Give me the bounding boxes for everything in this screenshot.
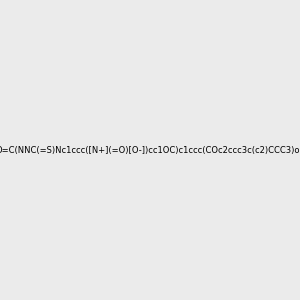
Text: O=C(NNC(=S)Nc1ccc([N+](=O)[O-])cc1OC)c1ccc(COc2ccc3c(c2)CCC3)o1: O=C(NNC(=S)Nc1ccc([N+](=O)[O-])cc1OC)c1c… — [0, 146, 300, 154]
